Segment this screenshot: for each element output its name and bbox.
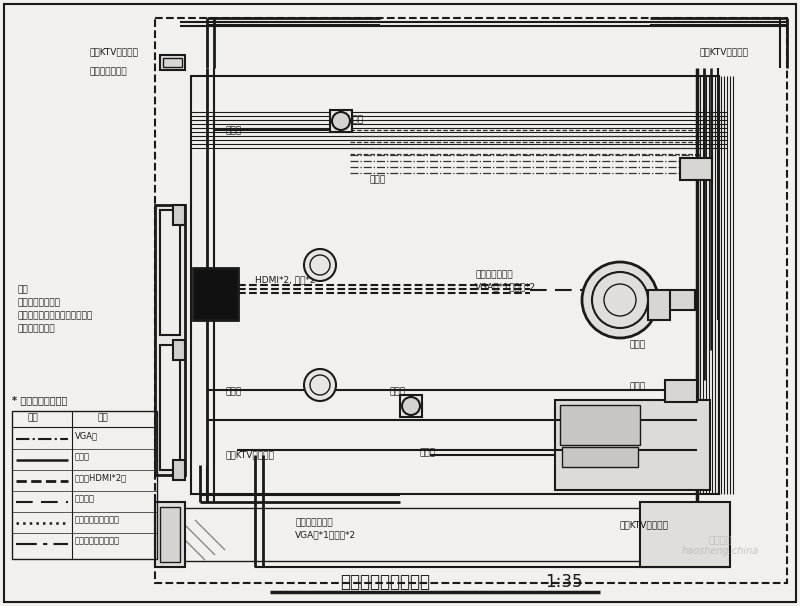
Text: 图例: 图例 xyxy=(27,413,38,422)
Bar xyxy=(665,380,697,402)
Text: 1:35: 1:35 xyxy=(545,573,582,591)
Text: 预留点歌屏线材: 预留点歌屏线材 xyxy=(295,518,333,527)
Bar xyxy=(680,158,712,180)
Bar xyxy=(173,340,185,360)
Text: VGA线: VGA线 xyxy=(75,431,98,440)
Text: 实际布线需根据现场情况为准。: 实际布线需根据现场情况为准。 xyxy=(18,311,94,320)
Bar xyxy=(562,447,638,467)
Circle shape xyxy=(332,112,350,130)
Circle shape xyxy=(304,369,336,401)
Text: 预留KTV音筱线材: 预留KTV音筱线材 xyxy=(620,520,669,529)
Text: 音筱线: 音筱线 xyxy=(225,387,241,396)
Bar xyxy=(160,507,180,562)
Bar xyxy=(173,205,185,225)
Text: 预留低音炮线材: 预留低音炮线材 xyxy=(90,67,128,76)
Text: 注：: 注： xyxy=(18,285,29,294)
Text: 设备线路布置分析图: 设备线路布置分析图 xyxy=(340,573,430,591)
Text: 出线预留两米。: 出线预留两米。 xyxy=(18,324,56,333)
Text: 好音中国
haosheng.china: 好音中国 haosheng.china xyxy=(682,534,758,556)
Text: 预留点歌屏线材: 预留点歌屏线材 xyxy=(475,270,513,279)
Text: 音筱线: 音筱线 xyxy=(75,452,90,461)
Bar xyxy=(160,55,185,70)
Text: 音筱线: 音筱线 xyxy=(390,387,406,396)
Bar xyxy=(157,502,732,567)
Bar xyxy=(155,502,185,567)
Circle shape xyxy=(304,249,336,281)
Bar xyxy=(160,345,180,470)
Bar xyxy=(555,400,710,490)
Text: 音筱线: 音筱线 xyxy=(630,340,646,349)
Bar xyxy=(193,268,238,320)
Text: 音筱线: 音筱线 xyxy=(370,175,386,184)
Bar xyxy=(667,290,695,310)
Bar xyxy=(183,68,727,502)
Text: 电视线（外墙引入）: 电视线（外墙引入） xyxy=(75,536,120,545)
Text: VGA线*1，网线*2: VGA线*1，网线*2 xyxy=(475,282,536,291)
Bar xyxy=(640,502,730,567)
Text: 低音炮线: 低音炮线 xyxy=(75,494,95,503)
Bar xyxy=(330,110,352,132)
Text: 投影机HDMI*2条: 投影机HDMI*2条 xyxy=(75,473,127,482)
Text: 预留KTV音筱线材: 预留KTV音筱线材 xyxy=(700,47,749,56)
Bar xyxy=(12,411,157,559)
Text: 音筱线: 音筱线 xyxy=(348,115,364,124)
Bar xyxy=(400,395,422,417)
Text: * 音筱线图示注解：: * 音筱线图示注解： xyxy=(12,395,67,405)
Text: VGA线*1，网线*2: VGA线*1，网线*2 xyxy=(295,530,356,539)
Bar xyxy=(163,58,182,67)
Bar xyxy=(648,290,670,320)
Text: 预留KTV音筱线材: 预留KTV音筱线材 xyxy=(225,450,274,459)
Text: 预留KTV音筱线材: 预留KTV音筱线材 xyxy=(90,47,139,56)
Text: 低音炮线: 低音炮线 xyxy=(630,280,651,289)
Bar xyxy=(173,460,185,480)
Text: 音筱线: 音筱线 xyxy=(420,448,436,457)
Bar xyxy=(155,205,185,475)
Text: 音筱线: 音筱线 xyxy=(630,382,646,391)
Bar xyxy=(560,405,640,445)
Bar xyxy=(160,210,180,335)
Text: HDMI*2, 网线*2: HDMI*2, 网线*2 xyxy=(255,276,316,284)
Bar xyxy=(191,76,719,494)
Text: 音筱线: 音筱线 xyxy=(225,126,241,135)
Text: 名称: 名称 xyxy=(97,413,108,422)
Circle shape xyxy=(582,262,658,338)
Bar xyxy=(155,18,787,583)
Bar xyxy=(163,508,726,561)
Text: 此图为虚拟布线，: 此图为虚拟布线， xyxy=(18,298,61,307)
Circle shape xyxy=(402,397,420,415)
Text: 网络线（外墙引入）: 网络线（外墙引入） xyxy=(75,515,120,524)
